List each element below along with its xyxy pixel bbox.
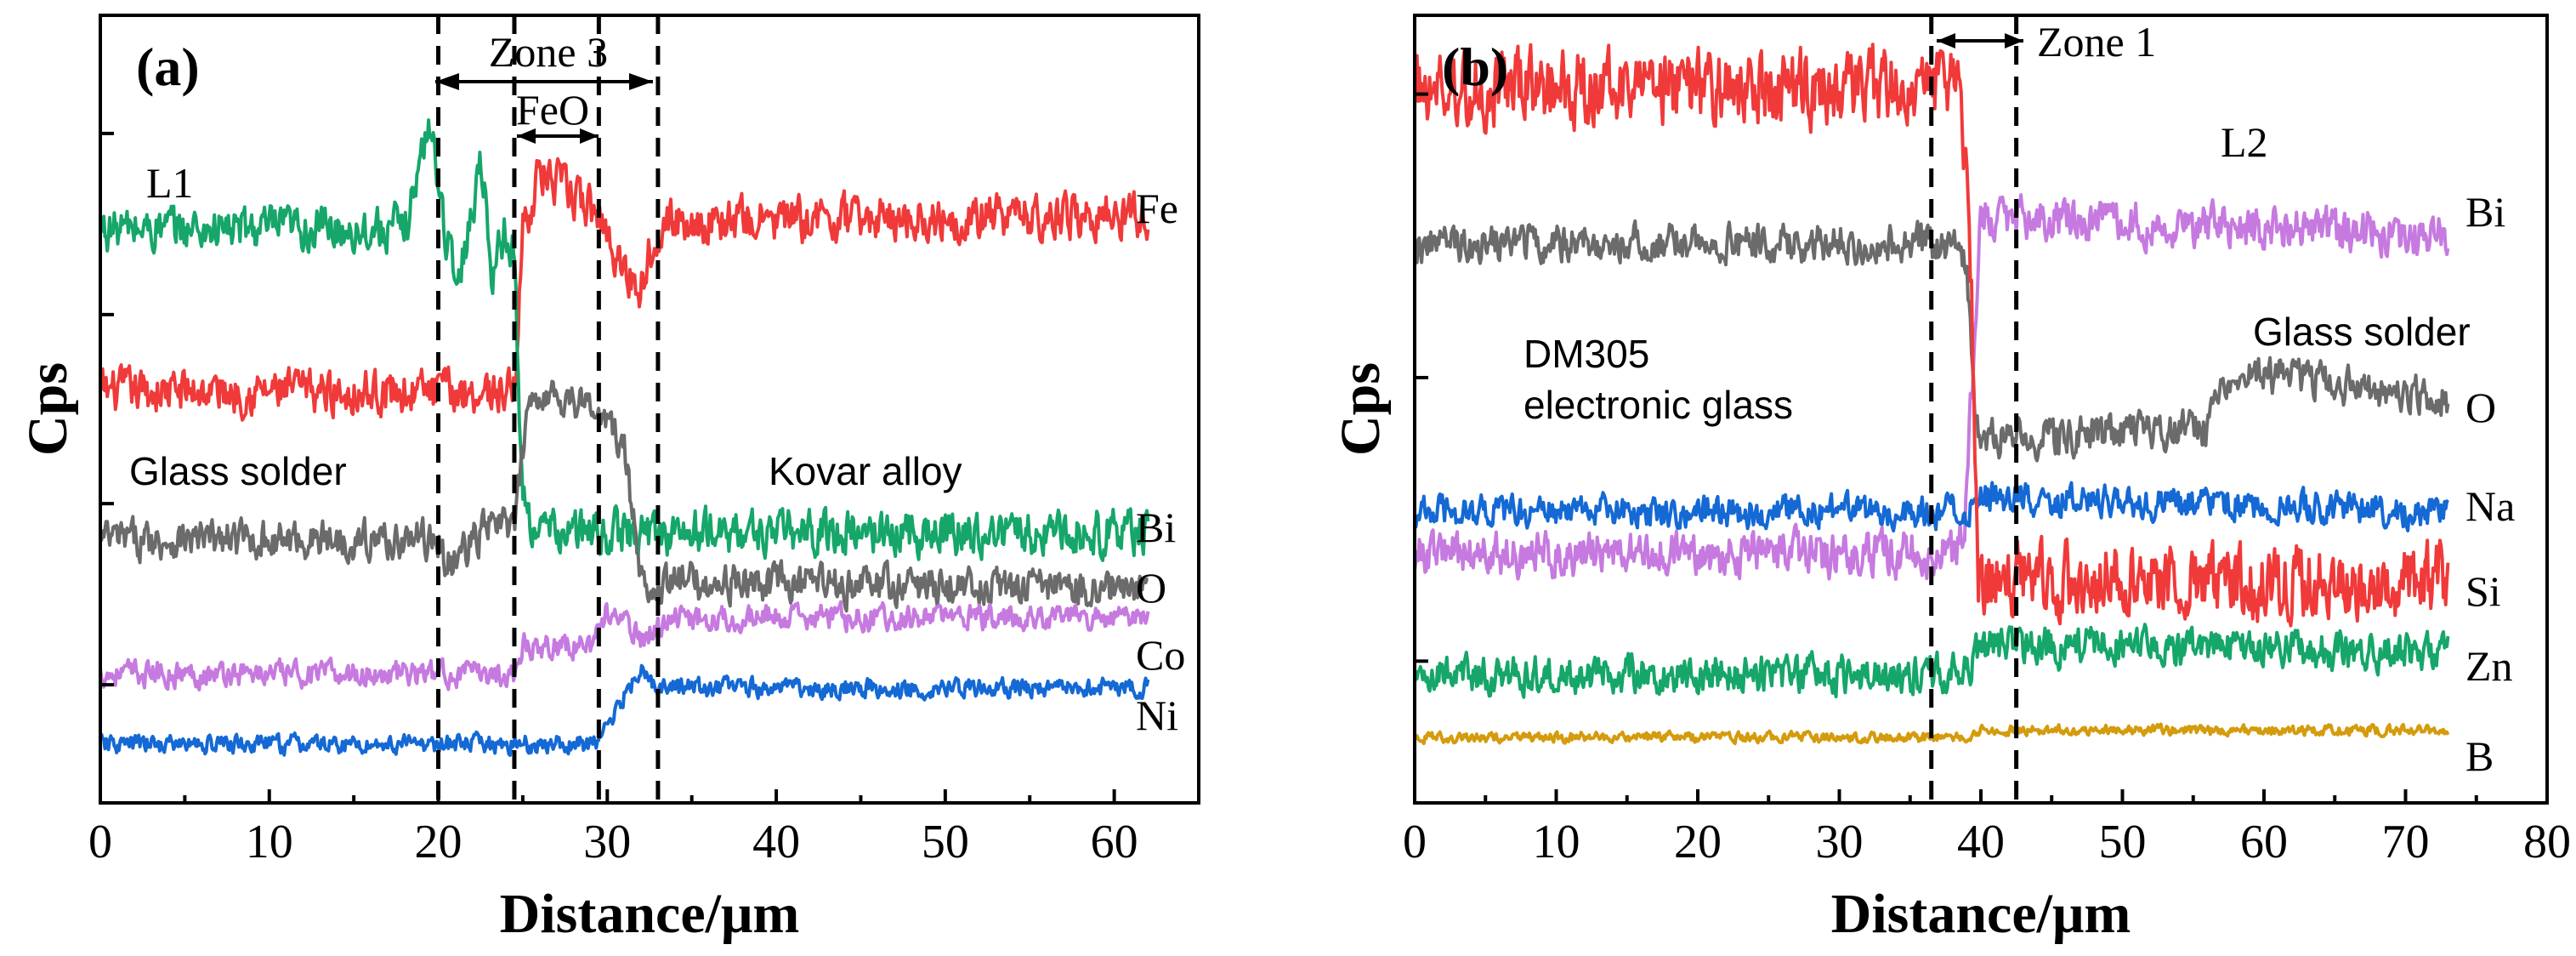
x-tick-label-60: 60 [2240, 816, 2288, 868]
panel-a-xlabel: Distance/μm [500, 883, 800, 945]
series-label-o: O [1136, 564, 1166, 612]
series-label-fe: Fe [1136, 185, 1178, 232]
glass-solder-label-b: Glass solder [2253, 310, 2471, 354]
x-tick-label-30: 30 [1816, 816, 1864, 868]
panel-b-ylabel: Cps [1330, 362, 1392, 456]
x-tick-label-40: 40 [1957, 816, 2005, 868]
zone-3-label: Zone 3 [489, 28, 608, 76]
panel-a-label: (a) [136, 37, 200, 97]
panel-b-ticks: 0 10 20 30 40 50 60 70 80 [1403, 92, 2571, 868]
series-label-o: O [2465, 384, 2496, 431]
panel-a-dashed-lines [436, 15, 661, 803]
series-label-b: B [2465, 732, 2494, 780]
panel-a-series-group [99, 118, 1150, 757]
panel-a-ylabel: Cps [17, 362, 79, 456]
x-tick-label-50: 50 [922, 816, 969, 868]
series-label-na: Na [2465, 482, 2515, 530]
x-tick-label-50: 50 [2099, 816, 2147, 868]
panel-b-dashed-lines [1929, 15, 2019, 803]
series-label-si: Si [2465, 567, 2501, 615]
series-label-bi: Bi [2465, 188, 2505, 236]
series-bi-line-panel-b [1413, 193, 2450, 581]
glass-solder-label: Glass solder [129, 449, 347, 493]
l2-label: L2 [2221, 118, 2268, 166]
zone-3-arrow-right-head [629, 73, 653, 90]
x-tick-label-10: 10 [1533, 816, 1580, 868]
panel-b-xlabel: Distance/μm [1831, 883, 2131, 945]
dm305-label: DM305 [1523, 332, 1649, 376]
x-tick-label-70: 70 [2382, 816, 2430, 868]
feo-arrow-left-head [517, 128, 536, 144]
panel-b-series-labels: Bi O Na Si Zn B [2465, 188, 2515, 780]
panel-b-zone-annotation: Zone 1 L2 DM305 electronic glass Glass s… [1523, 18, 2471, 427]
x-tick-label-80: 80 [2523, 816, 2571, 868]
feo-arrow-right-head [580, 128, 599, 144]
x-tick-label-40: 40 [752, 816, 800, 868]
series-fe-line-panel-a [99, 156, 1150, 422]
panel-a-ticks: 0 10 20 30 40 50 60 [88, 131, 1138, 868]
x-tick-label-10: 10 [246, 816, 293, 868]
panel-a-chart: 0 10 20 30 40 50 60 Fe Bi O Co Ni (a) Cps Distance… [17, 14, 1200, 945]
panel-b-chart: 0 10 20 30 40 50 60 70 80 Bi O Na Si Zn B (b) Cps Dis… [1330, 14, 2571, 945]
x-tick-label-20: 20 [415, 816, 462, 868]
zone-1-arrow-right-head [2005, 33, 2023, 48]
x-tick-label-0: 0 [88, 816, 112, 868]
panel-a-axes-frame [99, 14, 1200, 805]
feo-label: FeO [516, 86, 589, 134]
panel-b-label: (b) [1442, 37, 1508, 97]
zone-3-arrow-left-head [435, 73, 459, 90]
x-tick-label-30: 30 [583, 816, 631, 868]
x-tick-label-20: 20 [1674, 816, 1722, 868]
kovar-alloy-label: Kovar alloy [769, 449, 962, 493]
series-o-line-panel-a [99, 379, 1149, 613]
series-ni-line-panel-a [99, 663, 1150, 757]
series-co-line-panel-a [99, 600, 1150, 691]
series-label-zn: Zn [2465, 642, 2513, 690]
l1-label: L1 [146, 159, 194, 207]
series-bi-line-panel-a [99, 118, 1150, 562]
zone-1-arrow-left-head [1937, 33, 1955, 48]
x-tick-label-0: 0 [1403, 816, 1427, 868]
series-label-ni: Ni [1136, 691, 1178, 739]
series-label-bi: Bi [1136, 504, 1176, 551]
panel-a-series-labels: Fe Bi O Co Ni [1136, 185, 1185, 739]
panel-a-zone-annotation: Zone 3 FeO L1 Glass solder Kovar alloy [129, 28, 962, 493]
electronic-glass-label: electronic glass [1523, 383, 1793, 427]
zone-1-label: Zone 1 [2037, 18, 2156, 65]
series-label-co: Co [1136, 631, 1185, 679]
x-tick-label-60: 60 [1091, 816, 1138, 868]
